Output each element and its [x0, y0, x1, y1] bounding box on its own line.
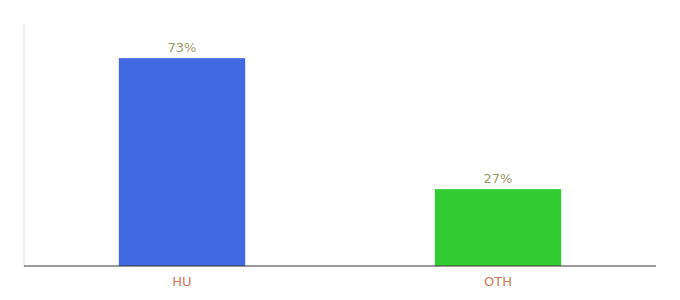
- y-range-line: [24, 24, 25, 266]
- x-tick-label: OTH: [484, 274, 512, 289]
- bar: [435, 189, 561, 266]
- data-label: 73%: [168, 40, 197, 55]
- x-axis-line: [24, 266, 656, 267]
- chart-svg: 73% HU 27% OTH: [0, 0, 680, 300]
- bar: [119, 58, 245, 266]
- bars: [119, 58, 561, 266]
- x-tick-label: HU: [172, 274, 191, 289]
- data-label: 27%: [484, 171, 513, 186]
- labels: 73% HU 27% OTH: [168, 40, 513, 289]
- chart-container: 73% HU 27% OTH: [0, 0, 680, 300]
